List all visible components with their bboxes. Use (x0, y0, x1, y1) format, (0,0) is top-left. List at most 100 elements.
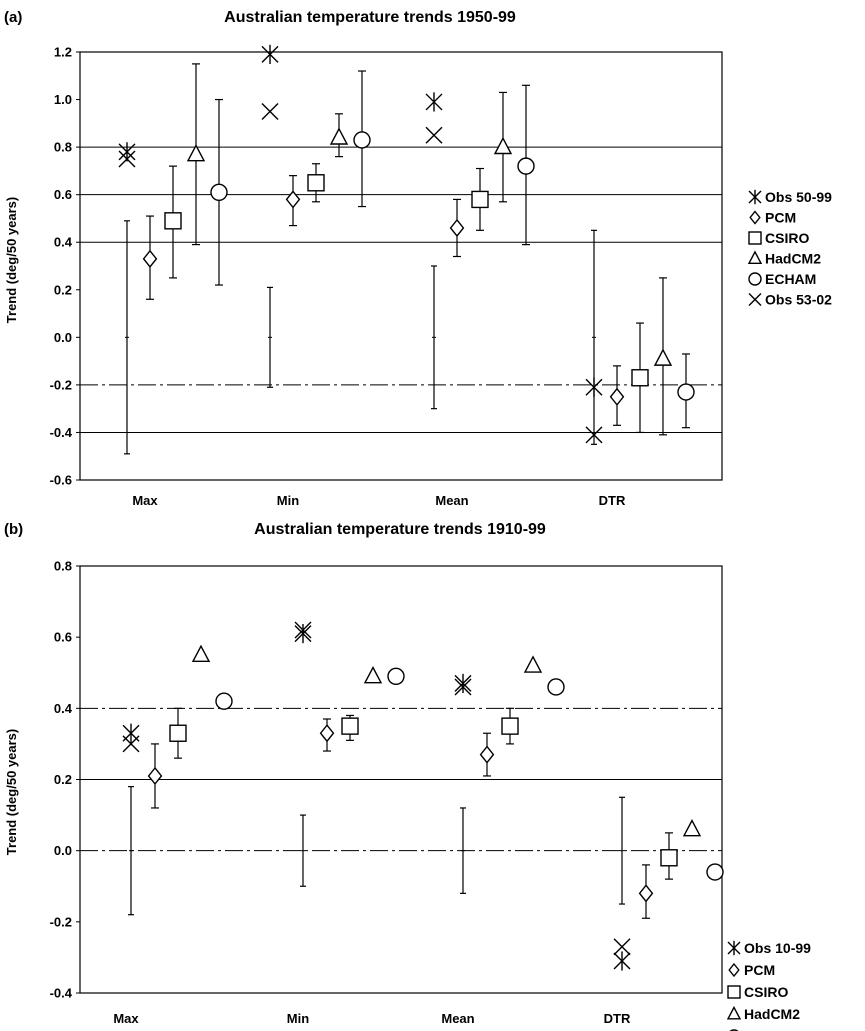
marker-x-a (585, 426, 603, 444)
marker-asterisk-b (454, 673, 472, 694)
marker-circle-b (387, 667, 405, 686)
x-category-label-a: Mean (435, 493, 468, 508)
marker-diamond-a (142, 249, 158, 268)
marker-diamond-b (147, 766, 163, 786)
x-category-label-a: DTR (599, 493, 626, 508)
marker-triangle-b (191, 644, 211, 663)
marker-asterisk-a (585, 377, 603, 397)
marker-x-b (613, 938, 631, 956)
marker-x-a (118, 150, 136, 168)
marker-diamond-b (479, 745, 495, 764)
legend-marker-asterisk-b (727, 940, 741, 956)
x-category-label-a: Max (132, 493, 158, 508)
y-axis-label-a: Trend (deg/50 years) (4, 197, 19, 323)
marker-x-a-stroke (585, 426, 603, 444)
marker-x-b (122, 735, 140, 753)
legend-label-a: CSIRO (765, 230, 809, 246)
marker-diamond-a (285, 190, 301, 209)
legend-label-a: PCM (765, 210, 796, 226)
y-tick-label-b: 0.0 (54, 843, 72, 858)
legend-label-a: Obs 50-99 (765, 189, 832, 205)
plot-area-a (79, 51, 723, 481)
marker-x-b (294, 621, 312, 639)
legend-label-b: ECHAM (744, 1028, 795, 1031)
marker-triangle-a (329, 127, 349, 145)
marker-triangle-b (682, 819, 702, 837)
legend-marker-asterisk-a (748, 189, 762, 205)
legend-label-a: HadCM2 (765, 251, 821, 267)
marker-square-a (164, 212, 182, 230)
y-tick-label-a: 0.2 (54, 282, 72, 297)
chart-a-svg: (a) Australian temperature trends 1950-9… (4, 9, 832, 508)
marker-circle-a (353, 131, 371, 149)
legend-marker-diamond-a (749, 210, 761, 225)
marker-circle-a (517, 157, 535, 175)
legend-marker-square-a (748, 231, 762, 245)
legend-label-b: PCM (744, 962, 775, 978)
marker-diamond-a (609, 387, 625, 406)
marker-asterisk-a (425, 92, 443, 112)
marker-circle-b (547, 678, 565, 696)
legend-label-b: Obs 10-99 (744, 940, 811, 956)
legend-a: Obs 50-99 PCM CSIRO HadCM2 ECHAM Obs 53-02 (747, 189, 832, 308)
marker-square-b (501, 717, 519, 735)
y-tick-label-b: 0.4 (54, 701, 73, 716)
marker-x-b-stroke (454, 678, 472, 696)
legend-marker-diamond-b (728, 962, 740, 978)
y-tick-label-b: 0.8 (54, 559, 72, 574)
legend-marker-circle-a (748, 272, 762, 286)
marker-x-b-stroke (613, 938, 631, 956)
legend-marker-x-a-stroke (748, 293, 762, 306)
marker-asterisk-b (122, 723, 140, 743)
chart-b-svg: (b) Australian temperature trends 1910-9… (4, 521, 811, 1031)
x-category-label-b: Max (113, 1011, 139, 1026)
legend-label-b: CSIRO (744, 984, 788, 1000)
legend-label-b: HadCM2 (744, 1006, 800, 1022)
marker-diamond-b (319, 724, 335, 743)
marker-square-a (471, 190, 489, 209)
y-tick-label-b: 0.6 (54, 630, 72, 645)
legend-marker-triangle-a (747, 250, 763, 264)
y-tick-label-a: 0.6 (54, 187, 72, 202)
marker-asterisk-b (613, 951, 631, 971)
marker-x-b-stroke (294, 621, 312, 639)
marker-square-b (660, 849, 678, 867)
marker-circle-b (215, 692, 233, 710)
marker-asterisk-b (294, 624, 312, 644)
chart-panel-a: (a) Australian temperature trends 1950-9… (0, 0, 865, 515)
marker-square-b (169, 724, 187, 742)
chart-title-a: Australian temperature trends 1950-99 (224, 9, 516, 26)
y-tick-label-a: 0.4 (54, 235, 73, 250)
y-axis-label-b: Trend (deg/50 years) (4, 729, 19, 855)
legend-marker-square-b (727, 985, 741, 999)
marker-triangle-a (653, 348, 673, 366)
y-tick-label-b: 0.2 (54, 772, 72, 787)
y-tick-label-a: 1.2 (54, 45, 72, 60)
marker-square-a (307, 174, 325, 192)
x-category-label-b: Mean (441, 1011, 474, 1026)
y-tick-label-a: 1.0 (54, 92, 72, 107)
marker-x-a-stroke (425, 126, 443, 144)
y-tick-label-a: 0.8 (54, 140, 72, 155)
marker-circle-b (706, 863, 724, 881)
y-tick-label-a: 0.0 (54, 330, 72, 345)
legend-label-a: ECHAM (765, 271, 816, 287)
marker-square-a (631, 369, 649, 387)
marker-triangle-b (363, 666, 383, 684)
legend-marker-x-a (748, 293, 762, 306)
legend-marker-triangle-b (726, 1005, 742, 1020)
marker-x-a (425, 126, 443, 144)
y-tick-label-a: -0.6 (50, 473, 72, 488)
marker-asterisk-a (261, 44, 279, 64)
y-tick-label-b: -0.4 (50, 986, 73, 1001)
marker-square-b (341, 717, 359, 735)
marker-x-b (454, 678, 472, 696)
marker-diamond-b (638, 884, 654, 903)
chart-title-b: Australian temperature trends 1910-99 (254, 521, 546, 538)
panel-label-b: (b) (4, 521, 23, 538)
marker-x-a (261, 102, 279, 120)
marker-x-a-stroke (118, 150, 136, 168)
marker-triangle-b (523, 655, 543, 673)
